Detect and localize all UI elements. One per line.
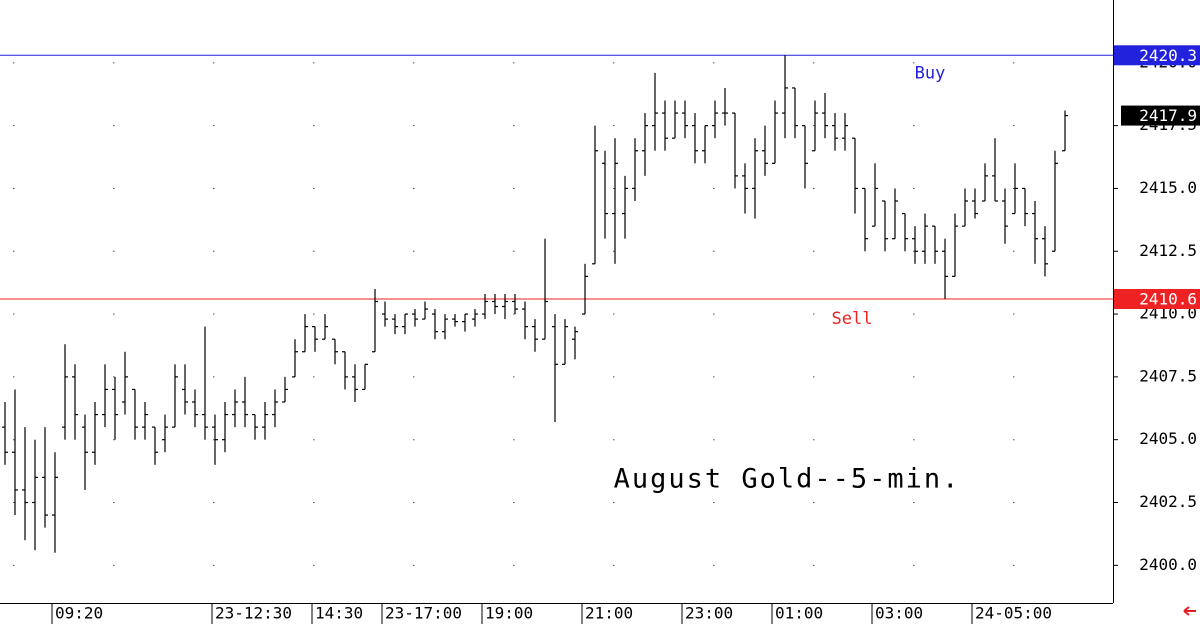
x-tick-label: 09:20 xyxy=(55,604,103,623)
x-tick-label: 24-05:00 xyxy=(975,604,1052,623)
annotation: August Gold--5-min. xyxy=(614,464,961,495)
x-tick-label: 23-12:30 xyxy=(215,604,292,623)
x-tick-label: 01:00 xyxy=(775,604,823,623)
x-tick-label: 21:00 xyxy=(585,604,633,623)
level-box xyxy=(1114,45,1200,66)
x-tick-label: 23-17:00 xyxy=(385,604,462,623)
scroll-arrow[interactable] xyxy=(1183,606,1196,616)
x-tick-label: 14:30 xyxy=(315,604,363,623)
y-tick-label: 2402.5 xyxy=(1139,492,1197,511)
y-tick-label: 2412.5 xyxy=(1139,241,1197,260)
y-tick-label: 2405.0 xyxy=(1139,429,1197,448)
x-tick-label: 19:00 xyxy=(485,604,533,623)
y-tick-label: 2415.0 xyxy=(1139,178,1197,197)
x-tick-label: 23:00 xyxy=(685,604,733,623)
x-tick-label: 03:00 xyxy=(875,604,923,623)
level-name: Buy xyxy=(915,63,946,83)
level-value: 2420.3 xyxy=(1139,46,1197,65)
last-price-box xyxy=(1121,105,1200,126)
level-value: 2410.6 xyxy=(1139,289,1197,308)
level-name: Sell xyxy=(832,309,873,329)
y-tick-label: 2407.5 xyxy=(1139,366,1197,385)
y-tick-label: 2400.0 xyxy=(1139,555,1197,574)
last-price-label: 2417.9 xyxy=(1139,106,1197,125)
level-box xyxy=(1114,288,1200,309)
